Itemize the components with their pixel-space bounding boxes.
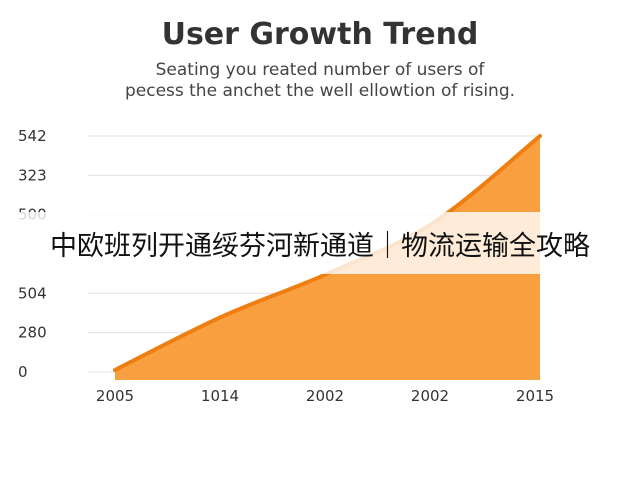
chart-title: User Growth Trend: [162, 17, 479, 52]
y-tick-label: 323: [18, 166, 47, 184]
x-tick-label: 2015: [516, 387, 554, 405]
y-tick-label: 504: [18, 284, 47, 302]
overlay-banner: [0, 212, 640, 274]
chart-subtitle-line-1: Seating you reated number of users of: [156, 60, 486, 80]
x-tick-label: 2002: [411, 387, 449, 405]
overlay-text: 中欧班列开通绥芬河新通道｜物流运输全攻略: [50, 231, 590, 262]
x-axis-ticks: 2005 1014 2002 2002 2015: [96, 387, 554, 405]
y-tick-label: 542: [18, 127, 47, 145]
y-tick-label: 0: [18, 363, 28, 381]
x-tick-label: 2002: [306, 387, 344, 405]
chart-subtitle-line-2: pecess the anchet the well ellowtion of …: [125, 81, 515, 101]
y-tick-label: 280: [18, 324, 47, 342]
x-tick-label: 1014: [201, 387, 239, 405]
x-tick-label: 2005: [96, 387, 134, 405]
